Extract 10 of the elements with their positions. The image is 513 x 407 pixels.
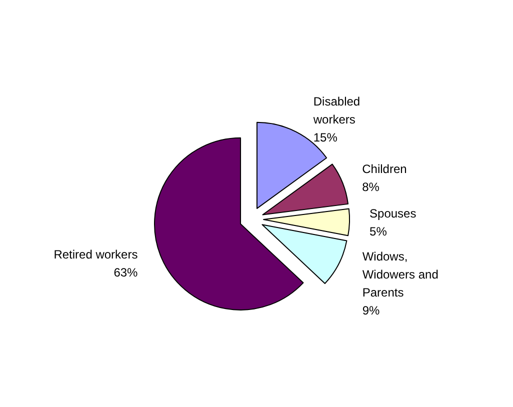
slice-label: Spouses bbox=[370, 206, 416, 221]
data-label: 9% bbox=[362, 304, 380, 318]
data-label: 63% bbox=[114, 266, 138, 280]
slice-label: Retired workers bbox=[54, 248, 138, 262]
data-label: 15% bbox=[313, 130, 338, 144]
data-label: 5% bbox=[370, 224, 388, 239]
slice-label: Disabled workers bbox=[312, 94, 364, 126]
slice-label: Children bbox=[362, 162, 407, 176]
slice-label: Widows, Widowers and Parents bbox=[362, 250, 442, 300]
data-label: 8% bbox=[362, 180, 380, 194]
